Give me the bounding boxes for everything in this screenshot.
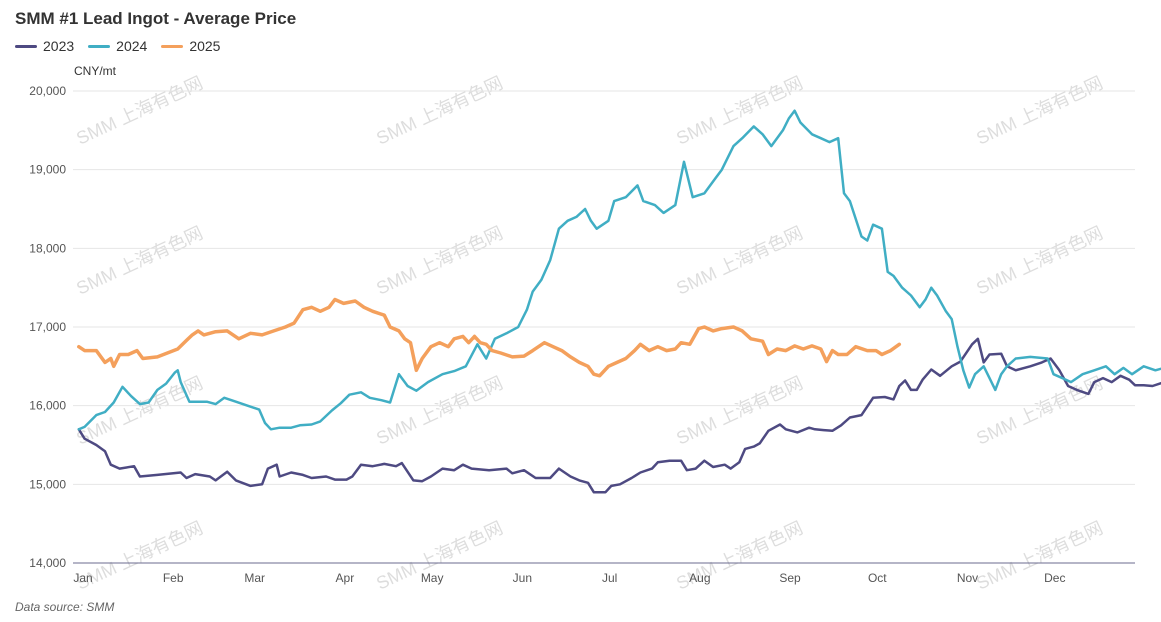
y-axis-unit: CNY/mt <box>74 64 117 78</box>
watermark-text: SMM 上海有色网 <box>973 73 1106 149</box>
watermark-text: SMM 上海有色网 <box>373 223 506 299</box>
series-line-2024 <box>77 109 1161 431</box>
x-tick-label: Nov <box>957 571 978 585</box>
legend-swatch <box>15 44 37 48</box>
legend-item-2024[interactable]: 2024 <box>88 38 147 54</box>
y-tick-label: 18,000 <box>29 241 66 255</box>
x-tick-label: Feb <box>163 571 184 585</box>
x-tick-label: Oct <box>868 571 887 585</box>
data-source-note: Data source: SMM <box>15 600 115 614</box>
y-tick-label: 17,000 <box>29 320 66 334</box>
x-tick-label: Aug <box>689 571 710 585</box>
legend-item-2025[interactable]: 2025 <box>161 38 220 54</box>
watermark-text: SMM 上海有色网 <box>973 223 1106 299</box>
watermark-text: SMM 上海有色网 <box>373 73 506 149</box>
watermark-text: SMM 上海有色网 <box>73 518 206 594</box>
y-tick-label: 20,000 <box>29 84 66 98</box>
watermark-text: SMM 上海有色网 <box>73 223 206 299</box>
x-tick-label: Apr <box>336 571 355 585</box>
legend-swatch <box>88 44 111 48</box>
legend-item-2023[interactable]: 2023 <box>15 38 74 54</box>
legend-label: 2023 <box>43 38 75 54</box>
x-tick-label: Jan <box>73 571 92 585</box>
watermark-text: SMM 上海有色网 <box>673 223 806 299</box>
x-tick-label: Jun <box>513 571 532 585</box>
watermark-text: SMM 上海有色网 <box>373 373 506 449</box>
x-tick-label: Mar <box>244 571 265 585</box>
x-tick-label: Dec <box>1044 571 1065 585</box>
watermark-text: SMM 上海有色网 <box>973 518 1106 594</box>
legend-label: 2025 <box>189 38 221 54</box>
watermark-text: SMM 上海有色网 <box>673 373 806 449</box>
series-line-2025 <box>77 297 902 378</box>
legend-label: 2024 <box>116 38 148 54</box>
x-tick-label: May <box>421 571 444 585</box>
y-tick-label: 14,000 <box>29 556 66 570</box>
y-tick-label: 15,000 <box>29 477 66 491</box>
legend-swatch <box>161 44 184 48</box>
y-tick-label: 19,000 <box>29 163 66 177</box>
watermark-text: SMM 上海有色网 <box>673 73 806 149</box>
chart-title: SMM #1 Lead Ingot - Average Price <box>15 9 297 28</box>
series-line-2023 <box>77 337 1161 494</box>
y-tick-label: 16,000 <box>29 399 66 413</box>
chart-legend: 2023 2024 2025 <box>15 38 220 54</box>
watermark-text: SMM 上海有色网 <box>73 373 206 449</box>
x-tick-label: Jul <box>602 571 617 585</box>
watermark-text: SMM 上海有色网 <box>73 73 206 149</box>
x-tick-label: Sep <box>779 571 801 585</box>
